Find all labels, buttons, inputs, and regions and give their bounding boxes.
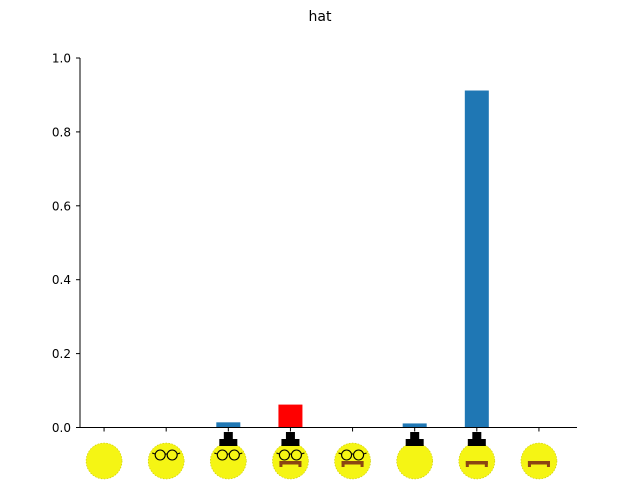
hat-icon (405, 439, 424, 446)
glasses-arm (214, 452, 218, 455)
mustache-end (279, 461, 283, 467)
mustache-icon (527, 461, 550, 465)
glasses-lens (228, 449, 240, 461)
bar-3 (216, 422, 241, 428)
hat-crown (410, 432, 420, 439)
face-circle (147, 442, 185, 480)
mustache-end (546, 461, 550, 467)
mustache-icon (279, 461, 302, 465)
glasses-arm (363, 452, 367, 455)
hat-icon (219, 439, 238, 446)
glasses-arm (177, 452, 181, 455)
face-icon (272, 427, 309, 480)
hat-crown (285, 432, 295, 439)
mustache-end (341, 461, 345, 467)
y-tick-label: 0.0 (52, 421, 71, 435)
face-icon (520, 427, 558, 480)
face-icon (85, 427, 123, 480)
mustache-end (484, 461, 488, 467)
hat-icon (467, 439, 486, 446)
y-tick-label: 0.2 (52, 347, 71, 361)
face-tick-labels (85, 427, 558, 480)
glasses-arm (152, 452, 156, 455)
glasses-lens (353, 449, 365, 461)
mustache-icon (341, 461, 364, 465)
glasses-arm (301, 452, 305, 455)
bar-7 (464, 90, 489, 428)
face-icon (396, 427, 433, 480)
chart-title: hat (309, 9, 332, 25)
mustache-end (465, 461, 469, 467)
face-circle (85, 442, 123, 480)
y-tick-label: 1.0 (52, 52, 71, 66)
mustache-end (298, 461, 302, 467)
face-icon (147, 427, 185, 480)
y-tick-label: 0.6 (52, 199, 71, 213)
glasses-arm (276, 452, 280, 455)
glasses-arm (338, 452, 342, 455)
face-circle (396, 442, 433, 480)
glasses-lens (290, 449, 302, 461)
axes (79, 58, 577, 428)
hat-crown (223, 432, 233, 439)
face-icon (334, 427, 371, 480)
face-circle (210, 442, 247, 480)
bar-4 (278, 404, 303, 428)
hat-crown (472, 432, 482, 439)
glasses-icon (216, 449, 228, 461)
glasses-icon (341, 449, 353, 461)
y-tick-label: 0.4 (52, 273, 71, 287)
y-ticks: 0.0 0.2 0.4 0.6 0.8 1.0 (52, 52, 80, 435)
mustache-icon (465, 461, 488, 465)
glasses-icon (278, 449, 290, 461)
face-icon (458, 427, 496, 480)
bar-6 (402, 423, 427, 428)
y-tick-label: 0.8 (52, 125, 71, 139)
mustache-end (527, 461, 531, 467)
glasses-lens (166, 449, 178, 461)
hat-icon (281, 439, 300, 446)
mustache-end (360, 461, 364, 467)
glasses-arm (239, 452, 243, 455)
bars (216, 90, 489, 428)
glasses-icon (154, 449, 166, 461)
face-icon (210, 427, 247, 480)
